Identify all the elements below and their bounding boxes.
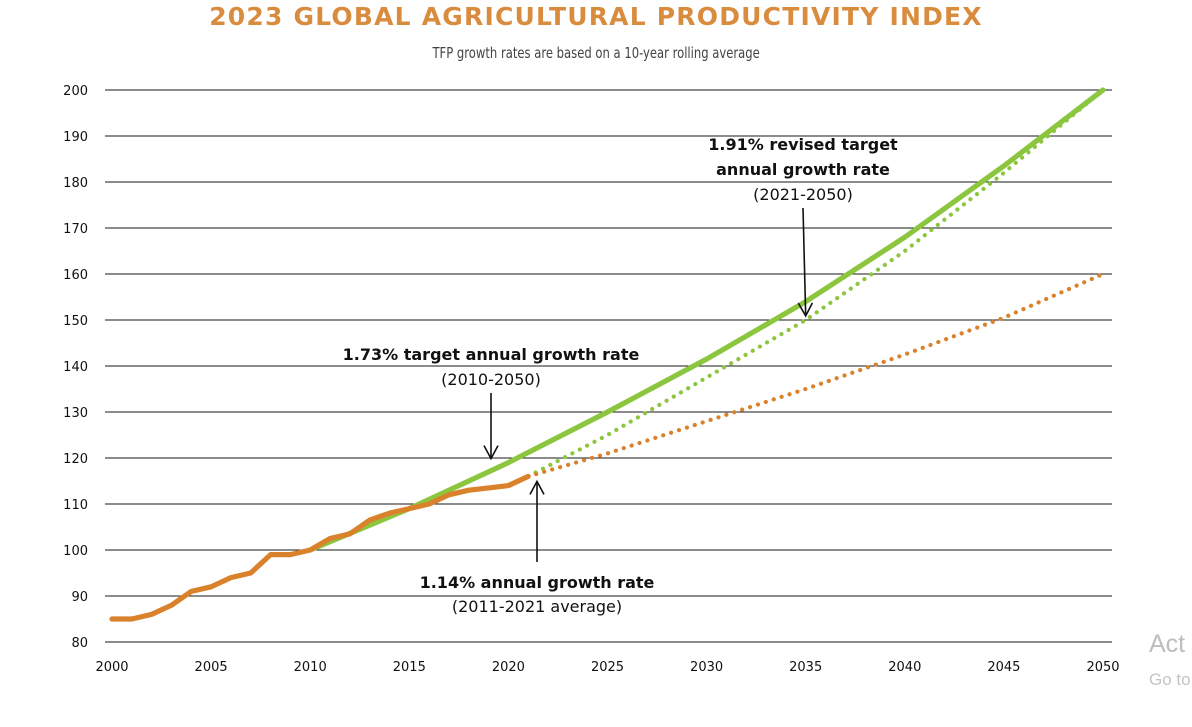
annotation-actual-line1: 1.14% annual growth rate [420, 573, 655, 592]
x-axis-ticks: 2000 2005 2010 2015 2020 2025 2030 2035 2040 2045… [95, 660, 1119, 675]
y-tick-label: 90 [71, 590, 88, 605]
annotation-target-period: (2010-2050) [441, 370, 541, 389]
annotation-actual-period: (2011-2021 average) [452, 597, 622, 616]
x-tick-label: 2005 [195, 660, 228, 675]
y-tick-label: 100 [63, 544, 88, 559]
y-tick-label: 170 [63, 222, 88, 237]
chart-subtitle: TFP growth rates are based on a 10-year … [432, 44, 760, 62]
x-tick-label: 2045 [987, 660, 1020, 675]
activation-watermark-sub: Go to [1149, 670, 1191, 689]
y-tick-label: 180 [63, 176, 88, 191]
y-tick-label: 200 [63, 84, 88, 99]
y-axis-ticks: 80 90 100 110 120 130 140 150 160 170 180 190 200 [63, 84, 88, 651]
annotation-target-line1: 1.73% target annual growth rate [343, 345, 640, 364]
activation-watermark: Act [1149, 630, 1186, 658]
series-line-solid [307, 87, 1106, 553]
annotation-revised-target-period: (2021-2050) [753, 185, 853, 204]
series-line-dotted [526, 271, 1106, 479]
y-tick-label: 120 [63, 452, 88, 467]
x-tick-label: 2025 [591, 660, 624, 675]
y-tick-label: 160 [63, 268, 88, 283]
series-line-solid [109, 473, 531, 622]
annotation-revised-target-line1: 1.91% revised target [708, 135, 898, 154]
series-line-dotted [526, 87, 1106, 479]
series-lines [109, 87, 1106, 622]
y-tick-label: 140 [63, 360, 88, 375]
y-tick-label: 80 [71, 636, 88, 651]
chart-title: 2023 GLOBAL AGRICULTURAL PRODUCTIVITY IN… [209, 2, 983, 31]
x-tick-label: 2035 [789, 660, 822, 675]
x-tick-label: 2050 [1086, 660, 1119, 675]
x-tick-label: 2010 [294, 660, 327, 675]
gridlines [105, 89, 1112, 643]
y-tick-label: 130 [63, 406, 88, 421]
x-tick-label: 2015 [393, 660, 426, 675]
annotations: 1.91% revised target annual growth rate (2… [343, 135, 898, 616]
x-tick-label: 2000 [95, 660, 128, 675]
x-tick-label: 2040 [888, 660, 921, 675]
y-tick-label: 150 [63, 314, 88, 329]
annotation-revised-target-line2: annual growth rate [716, 160, 890, 179]
x-tick-label: 2020 [492, 660, 525, 675]
y-tick-label: 110 [63, 498, 88, 513]
y-tick-label: 190 [63, 130, 88, 145]
x-tick-label: 2030 [690, 660, 723, 675]
annotation-arrow [797, 207, 814, 318]
